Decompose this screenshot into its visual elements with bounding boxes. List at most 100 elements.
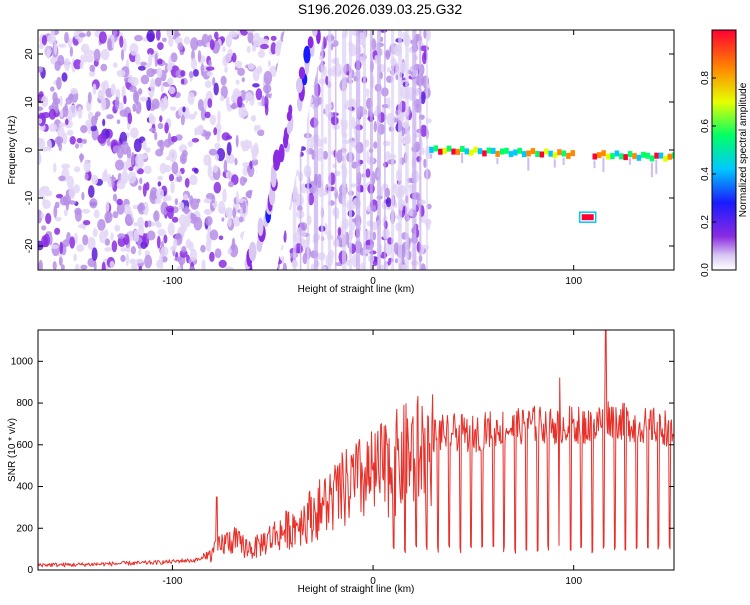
noise-blob <box>38 151 42 165</box>
vertical-striation <box>426 30 428 270</box>
noise-blob <box>98 31 107 44</box>
noise-blob <box>145 147 151 153</box>
noise-blob <box>132 103 137 113</box>
noise-blob <box>68 185 76 200</box>
noise-blob <box>154 220 161 227</box>
noise-blob <box>242 166 249 176</box>
carrier-segment <box>526 150 531 157</box>
noise-blob <box>144 220 149 228</box>
vertical-striation <box>370 30 373 270</box>
noise-blob <box>104 238 111 246</box>
noise-blob <box>81 191 85 201</box>
noise-blob <box>182 106 186 113</box>
noise-blob <box>224 66 228 73</box>
noise-blob <box>204 111 211 119</box>
noise-blob <box>104 211 113 224</box>
noise-blob <box>149 128 157 132</box>
carrier-sidelobe <box>430 153 433 159</box>
noise-blob <box>40 185 50 192</box>
snr-x-tick-label: 0 <box>370 576 376 587</box>
carrier-segment <box>636 154 642 161</box>
noise-blob <box>133 229 140 243</box>
noise-blob <box>242 200 246 214</box>
noise-blob <box>38 106 44 111</box>
vertical-striation <box>391 30 395 270</box>
noise-blob <box>120 254 126 263</box>
noise-blob <box>181 246 187 253</box>
noise-blob <box>230 104 239 109</box>
noise-blob <box>104 229 109 238</box>
carrier-segment <box>442 147 447 154</box>
noise-blob <box>164 122 169 134</box>
noise-blob <box>185 214 191 227</box>
noise-blob <box>203 198 212 204</box>
carrier-segment <box>561 150 567 157</box>
noise-blob <box>372 204 377 213</box>
noise-blob <box>214 142 221 150</box>
noise-blob <box>322 190 328 196</box>
noise-blob <box>205 216 213 226</box>
noise-blob <box>239 207 243 217</box>
noise-blob <box>38 66 44 73</box>
spectrogram-y-tick-label: 0 <box>24 147 35 153</box>
noise-blob <box>234 90 242 97</box>
noise-blob <box>147 48 154 56</box>
noise-blob <box>283 230 287 243</box>
noise-blob <box>204 208 210 215</box>
snr-x-tick-label: 100 <box>565 576 582 587</box>
noise-blob <box>54 136 64 145</box>
noise-blob <box>81 208 90 214</box>
noise-blob <box>187 92 195 105</box>
noise-blob <box>253 32 261 47</box>
noise-blob <box>44 45 52 57</box>
noise-blob <box>220 85 228 99</box>
noise-blob <box>63 209 68 217</box>
spectrogram-y-tick-label: -10 <box>24 190 35 205</box>
noise-blob <box>246 45 251 54</box>
noise-blob <box>127 77 135 84</box>
noise-blob <box>110 232 114 241</box>
noise-blob <box>41 225 47 231</box>
noise-blob <box>157 122 164 130</box>
noise-blob <box>69 46 73 57</box>
noise-blob <box>137 216 145 229</box>
negative-tone <box>581 214 594 221</box>
noise-blob <box>100 97 106 111</box>
noise-blob <box>95 111 101 117</box>
noise-blob <box>203 154 212 166</box>
noise-blob <box>385 197 392 208</box>
snr-marks <box>38 330 674 568</box>
noise-blob <box>48 123 58 132</box>
noise-blob <box>79 61 84 70</box>
carrier-segment <box>469 149 474 156</box>
noise-blob <box>261 95 265 107</box>
noise-blob <box>324 222 328 235</box>
vertical-striation <box>398 30 402 270</box>
streak-blob <box>307 36 314 49</box>
noise-blob <box>235 79 240 85</box>
carrier-segment <box>592 153 597 160</box>
noise-blob <box>237 67 246 77</box>
noise-blob <box>209 229 219 241</box>
noise-blob <box>373 257 378 263</box>
noise-blob <box>422 52 427 65</box>
noise-blob <box>213 82 219 96</box>
noise-blob <box>78 224 85 229</box>
noise-blob <box>168 173 175 182</box>
noise-blob <box>218 235 224 241</box>
noise-blob <box>226 142 232 156</box>
noise-blob <box>86 30 91 37</box>
noise-blob <box>38 209 43 224</box>
noise-blob <box>196 198 201 204</box>
noise-blob <box>114 96 120 110</box>
noise-blob <box>183 36 191 45</box>
noise-blob <box>104 168 108 179</box>
noise-blob <box>302 252 308 265</box>
noise-blob <box>142 201 149 216</box>
noise-blob <box>47 34 57 44</box>
noise-blob <box>112 30 118 37</box>
noise-blob <box>225 34 232 48</box>
noise-blob <box>154 53 158 67</box>
noise-blob <box>127 112 133 125</box>
